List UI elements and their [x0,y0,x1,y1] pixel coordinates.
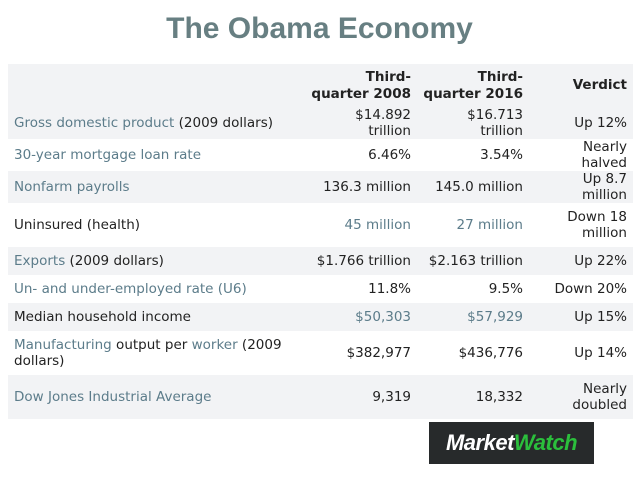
value-2016: $2.163 trillion [428,253,523,269]
value-2016: 18,332 [475,389,523,405]
header-row: Third-quarter 2008 Third-quarter 2016 Ve… [8,64,633,107]
value-2016[interactable]: $57,929 [467,309,523,325]
verdict: Down 20% [554,281,627,297]
row-label: Dow Jones Industrial Average [8,375,305,419]
table-row: Exports (2009 dollars) $1.766 trillion $2.… [8,247,633,275]
verdict: Up 12% [574,115,627,131]
row-label: Manufacturing output per worker (2009 do… [8,331,305,375]
verdict: Nearly doubled [572,381,627,413]
label-text: output per [111,337,192,353]
label-link[interactable]: 30-year mortgage loan rate [14,147,202,163]
label-link[interactable]: Manufacturing [14,337,112,353]
value-2008[interactable]: $50,303 [355,309,411,325]
table-row: 30-year mortgage loan rate 6.46% 3.54% Near… [8,139,633,171]
value-2008: $1.766 trillion [316,253,411,269]
verdict: Up 15% [574,309,627,325]
row-label: Exports (2009 dollars) [8,247,305,275]
table-row: Un- and under-employed rate (U6) 11.8% 9.5… [8,275,633,303]
label-link[interactable]: Exports [14,253,66,269]
marketwatch-logo: Market Watch [429,422,594,464]
verdict: Up 14% [574,345,627,361]
label-text: (2009 dollars) [65,253,164,269]
header-label [8,64,305,107]
value-2008: $14.892 trillion [355,107,411,139]
value-2016: $16.713 trillion [467,107,523,139]
row-label: Nonfarm payrolls [8,171,305,203]
page-title: The Obama Economy [166,12,473,45]
label-link[interactable]: Dow Jones Industrial Average [14,389,212,405]
value-2016: 145.0 million [435,179,523,195]
economy-table: Third-quarter 2008 Third-quarter 2016 Ve… [8,64,633,419]
table-row: Dow Jones Industrial Average 9,319 18,332 N… [8,375,633,419]
value-2016: 9.5% [488,281,523,297]
value-2008[interactable]: 45 million [344,217,411,233]
value-2008: 9,319 [372,389,411,405]
row-label: Un- and under-employed rate (U6) [8,275,305,303]
verdict: Up 22% [574,253,627,269]
row-label: Gross domestic product (2009 dollars) [8,107,305,139]
label-link[interactable]: worker [191,337,238,353]
table-row: Uninsured (health) 45 million 27 million Do… [8,203,633,247]
label-text: Median household income [14,309,191,325]
label-text: Uninsured (health) [14,217,141,233]
row-label: 30-year mortgage loan rate [8,139,305,171]
label-text: (2009 dollars) [14,337,282,369]
value-2016: 3.54% [480,147,523,163]
label-text: (2009 dollars) [174,115,274,131]
header-verdict: Verdict [572,77,627,93]
value-2016: $436,776 [458,345,523,361]
header-2016: Third-quarter 2016 [423,68,523,102]
value-2016[interactable]: 27 million [456,217,523,233]
table-row: Gross domestic product (2009 dollars) $14… [8,107,633,139]
table-row: Median household income $50,303 $57,929 Up … [8,303,633,331]
table-row: Manufacturing output per worker (2009 do… [8,331,633,375]
verdict: Nearly halved [581,139,627,171]
value-2008: 6.46% [368,147,411,163]
verdict: Down 18 million [567,209,627,241]
value-2008: 11.8% [368,281,411,297]
label-link[interactable]: Un- and under-employed rate (U6) [14,281,247,297]
row-label: Median household income [8,303,305,331]
value-2008: $382,977 [346,345,411,361]
logo-part2: Watch [513,430,578,455]
logo-part1: Market [445,430,514,455]
verdict: Up 8.7 million [582,171,627,203]
table-row: Nonfarm payrolls 136.3 million 145.0 milli… [8,171,633,203]
row-label: Uninsured (health) [8,203,305,247]
value-2008: 136.3 million [323,179,411,195]
header-2008: Third-quarter 2008 [311,68,411,102]
label-link[interactable]: Nonfarm payrolls [14,179,130,195]
label-link[interactable]: Gross domestic product [14,115,175,131]
